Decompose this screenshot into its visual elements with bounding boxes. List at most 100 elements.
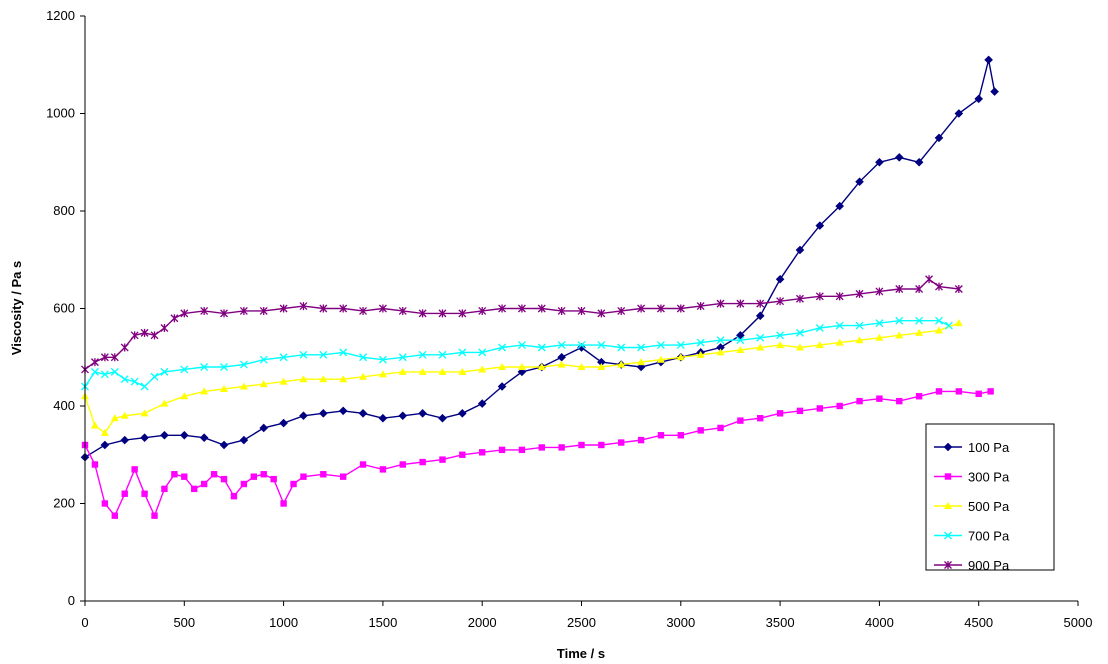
data-point [100, 440, 110, 450]
data-point [598, 441, 605, 449]
data-point [636, 362, 646, 372]
data-point [458, 309, 467, 318]
data-point [458, 367, 467, 375]
data-point [517, 341, 526, 350]
data-point [200, 306, 209, 315]
data-point [100, 428, 109, 436]
data-point [200, 387, 209, 395]
data-point [110, 414, 119, 422]
data-point [220, 384, 229, 392]
data-point [538, 444, 545, 451]
x-tick-label: 0 [81, 615, 88, 630]
data-point [299, 375, 308, 383]
data-point [975, 390, 982, 398]
data-point [915, 393, 923, 400]
data-point [934, 326, 943, 334]
data-point [219, 440, 229, 450]
data-point [895, 316, 904, 325]
data-point [111, 512, 118, 519]
legend-label: 100 Pa [968, 440, 1010, 455]
data-point [419, 458, 426, 466]
data-point [359, 306, 367, 315]
data-point [990, 87, 999, 96]
data-point [498, 304, 507, 313]
data-point [140, 328, 149, 337]
data-point [458, 409, 467, 418]
x-tick-label: 5000 [1064, 615, 1093, 630]
legend-item: 300 Pa [934, 470, 1010, 485]
data-point [755, 311, 765, 321]
data-point [518, 446, 526, 454]
data-point [359, 372, 368, 380]
data-point [199, 433, 209, 442]
data-point [339, 304, 348, 313]
data-point [737, 417, 744, 424]
data-point [717, 424, 724, 432]
data-point [895, 285, 904, 293]
data-point [637, 304, 646, 313]
data-point [179, 430, 189, 440]
data-point [180, 392, 189, 400]
data-point [478, 348, 487, 357]
data-point [180, 365, 189, 374]
data-point [120, 375, 129, 384]
data-point [597, 341, 606, 350]
data-point [954, 285, 963, 293]
data-point [438, 413, 447, 423]
x-tick-label: 2000 [468, 615, 497, 630]
data-point [617, 343, 626, 352]
series-900-pa [81, 275, 963, 374]
data-point [239, 435, 249, 445]
data-point [90, 421, 99, 429]
data-point [140, 433, 149, 442]
data-point [517, 304, 526, 313]
data-point [835, 292, 844, 301]
data-point [279, 418, 288, 428]
data-point [130, 377, 139, 386]
data-point [944, 321, 953, 330]
data-point [537, 363, 546, 370]
data-point [300, 473, 307, 480]
data-point [696, 338, 705, 347]
data-point [944, 531, 952, 540]
data-point [319, 304, 328, 313]
data-point [270, 475, 277, 483]
data-point [836, 402, 843, 410]
data-point [796, 294, 804, 303]
data-point [815, 341, 824, 349]
data-point [358, 409, 368, 418]
data-point [776, 410, 784, 417]
data-point [90, 367, 99, 376]
data-point [796, 328, 804, 337]
data-point [795, 343, 804, 351]
legend-item: 500 Pa [934, 499, 1010, 514]
data-point [896, 397, 903, 405]
data-point [736, 336, 745, 345]
data-point [835, 321, 844, 330]
data-point [101, 500, 109, 507]
data-point [378, 413, 388, 423]
data-point [577, 306, 586, 315]
data-point [716, 299, 725, 308]
data-point [676, 341, 685, 350]
data-point [100, 370, 109, 379]
data-point [498, 363, 507, 370]
data-point [915, 328, 924, 336]
data-point [299, 302, 308, 311]
data-point [696, 350, 705, 358]
data-point [259, 380, 268, 388]
data-point [935, 388, 943, 395]
data-point [716, 336, 725, 345]
data-point [191, 485, 198, 493]
data-point [140, 409, 149, 417]
series-line [84, 278, 959, 370]
data-point [438, 350, 447, 359]
axes-layer: 0 200 400 600 800 1000 1200 0 500 1000 1500 2000 250… [46, 8, 1092, 630]
data-point [210, 471, 218, 478]
series-line [84, 390, 991, 518]
data-point [239, 382, 248, 390]
data-point [180, 309, 189, 318]
data-point [557, 341, 566, 350]
data-point [757, 414, 764, 422]
data-point [875, 333, 884, 341]
